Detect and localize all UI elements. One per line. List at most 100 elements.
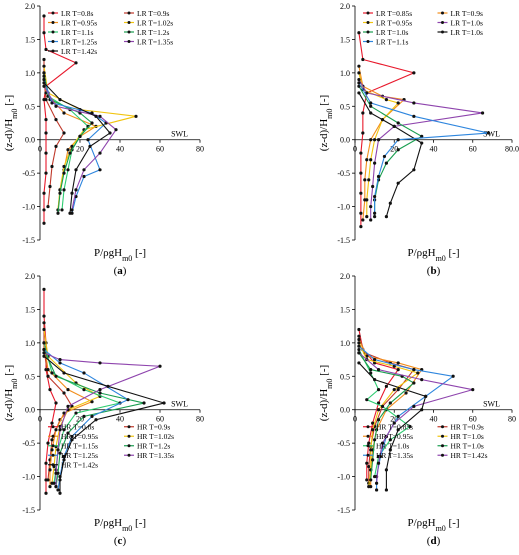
data-point	[367, 178, 371, 182]
data-point	[74, 188, 78, 192]
y-tick-label: 0.5	[340, 102, 350, 111]
data-point	[357, 84, 361, 88]
panel-caption: (c)	[114, 535, 127, 547]
y-tick-label: 2.0	[25, 272, 35, 281]
x-tick-label: 0	[38, 145, 42, 154]
legend-label: LR T=1.25s	[61, 38, 97, 47]
data-point	[369, 204, 373, 209]
y-tick-label: -1.5	[22, 236, 35, 245]
y-tick-label: 1.0	[340, 69, 350, 78]
data-point	[357, 31, 361, 35]
data-point	[361, 111, 365, 115]
series-line	[358, 66, 406, 220]
data-point	[74, 61, 78, 65]
data-point	[42, 74, 46, 78]
legend-marker	[366, 434, 370, 438]
legend-label: LR T=1.0s	[376, 28, 409, 37]
legend-label: HR T=0.8s	[61, 423, 94, 432]
data-point	[62, 131, 66, 135]
legend-marker	[366, 40, 370, 43]
data-point	[420, 378, 424, 382]
data-point	[369, 218, 373, 222]
data-point	[94, 418, 98, 422]
data-point	[420, 408, 424, 412]
legend-label: HR T=1.15s	[61, 442, 98, 451]
data-point	[384, 98, 388, 102]
data-point	[359, 225, 363, 229]
data-point	[369, 101, 373, 105]
data-point	[357, 327, 361, 332]
y-tick-label: -1.0	[337, 473, 350, 482]
y-tick-label: 2.0	[340, 272, 350, 281]
data-point	[48, 388, 52, 392]
data-point	[369, 138, 373, 142]
legend-marker	[441, 11, 444, 15]
data-point	[408, 424, 412, 429]
data-point	[369, 448, 373, 452]
legend-label: LR T=1.0s	[451, 19, 484, 28]
data-point	[369, 368, 373, 372]
data-point	[98, 168, 102, 172]
data-point	[70, 434, 74, 439]
legend-label: HR T=1.42s	[61, 461, 98, 470]
x-tick-label: 60	[156, 145, 164, 154]
data-point	[388, 448, 392, 452]
panel-caption: (a)	[114, 265, 127, 277]
data-point	[357, 361, 361, 365]
legend-marker	[51, 40, 55, 43]
legend-label: LR T=1.2s	[137, 28, 170, 37]
data-point	[42, 14, 46, 18]
data-point	[357, 341, 361, 345]
x-tick-label: 20	[390, 415, 398, 424]
data-point	[56, 211, 60, 215]
legend-marker	[51, 11, 55, 15]
legend-label: LR T=0.85s	[376, 9, 412, 18]
series-line	[43, 82, 111, 214]
data-point	[58, 491, 62, 495]
legend-label: LR T=1.1s	[61, 28, 94, 37]
data-point	[46, 204, 50, 209]
panel-c: -1.5 -1.0 -0.5 0.0 0.5 1.0 1.5 2.0 0 20 40 60 80 SWL (…	[3, 272, 204, 547]
data-point	[367, 485, 371, 489]
y-tick-label: -1.5	[22, 506, 35, 515]
data-point	[420, 134, 424, 138]
y-tick-label: 1.5	[340, 35, 350, 44]
data-point	[114, 128, 118, 132]
data-point	[357, 344, 361, 348]
data-point	[42, 354, 46, 358]
data-point	[388, 401, 392, 405]
data-point	[373, 194, 377, 199]
legend-marker	[127, 30, 131, 34]
x-axis-label: P/ρgHm0 [-]	[407, 247, 459, 263]
data-point	[361, 131, 365, 135]
data-point	[42, 314, 46, 318]
x-axis-label: P/ρgHm0 [-]	[94, 517, 146, 533]
data-point	[384, 488, 388, 492]
y-tick-label: 2.0	[340, 2, 350, 11]
data-point	[388, 438, 392, 442]
legend-marker	[51, 49, 55, 53]
legend-label: HR T=0.95s	[376, 432, 413, 441]
x-tick-label: 0	[353, 415, 357, 424]
panel-caption: (b)	[427, 265, 441, 277]
y-axis-label: (z-d)/Hm0 [-]	[318, 365, 334, 421]
data-point	[396, 121, 400, 125]
data-point	[56, 488, 60, 492]
data-point	[376, 461, 381, 465]
data-point	[42, 208, 46, 212]
data-point	[44, 131, 48, 135]
x-tick-label: 80	[196, 145, 204, 154]
legend-marker	[441, 21, 444, 24]
data-point	[365, 91, 369, 95]
data-point	[471, 388, 475, 392]
legend-label: LR T=0.9s	[451, 9, 484, 18]
data-point	[396, 388, 400, 392]
data-point	[44, 491, 48, 495]
data-point	[371, 184, 375, 189]
data-point	[46, 368, 50, 372]
data-point	[357, 71, 361, 75]
series-line	[358, 345, 455, 490]
data-point	[42, 57, 46, 62]
data-point	[44, 98, 48, 102]
data-point	[42, 77, 46, 82]
